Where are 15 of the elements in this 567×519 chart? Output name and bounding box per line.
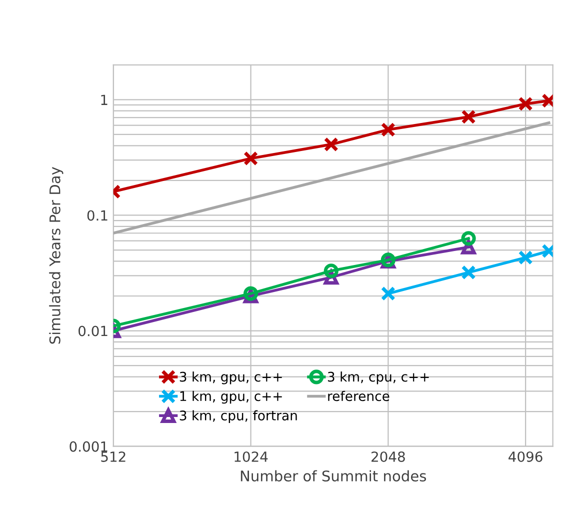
x-tick-label: 2048: [372, 451, 405, 462]
y-tick-label: 0.01: [78, 326, 108, 336]
legend-label: 3 km, cpu, fortran: [180, 410, 297, 424]
legend-label: reference: [328, 390, 390, 402]
x-axis-title: Number of Summit nodes: [240, 470, 426, 482]
legend-label: 1 km, gpu, c++: [180, 390, 282, 404]
y-tick-label: 0.001: [70, 441, 108, 452]
y-axis-title: Simulated Years Per Day: [49, 166, 64, 344]
y-tick-label: 0.1: [87, 210, 108, 221]
y-tick-label: 1: [101, 94, 108, 105]
x-tick-label: 1024: [234, 451, 268, 462]
legend-label: 3 km, gpu, c++: [180, 372, 282, 384]
x-tick-label: 512: [101, 451, 126, 462]
x-tick-label: 4096: [508, 451, 542, 462]
legend-label: 3 km, cpu, c++: [328, 372, 429, 384]
